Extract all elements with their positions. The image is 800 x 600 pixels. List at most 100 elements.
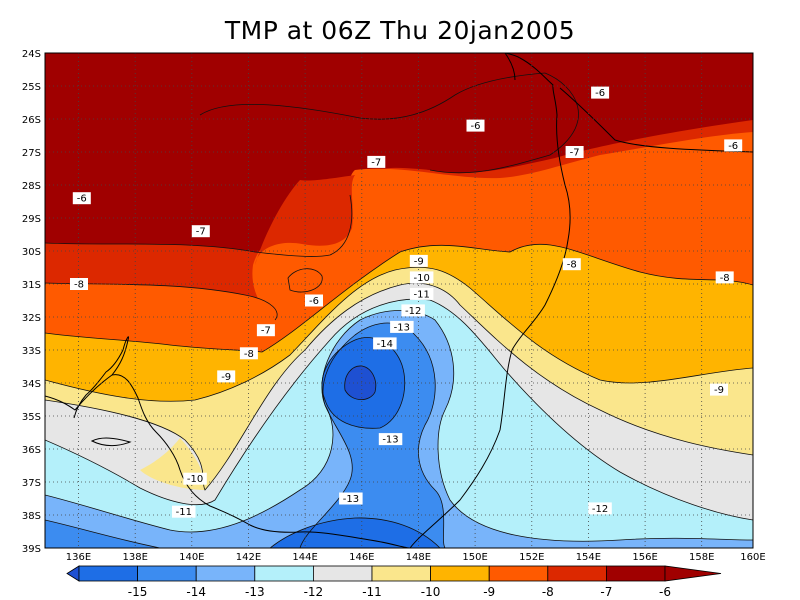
lon-label: 150E: [462, 552, 487, 563]
contour-label: -13: [394, 322, 410, 333]
contour-label: -7: [570, 148, 580, 159]
contour-label: -12: [405, 306, 421, 317]
lon-label: 144E: [292, 552, 317, 563]
lon-label: 154E: [576, 552, 601, 563]
lat-label: 25S: [22, 82, 41, 93]
lon-label: 136E: [66, 552, 91, 563]
contour-label-box: [217, 370, 236, 383]
colorbar-label: -13: [245, 585, 265, 599]
contour-label: -9: [714, 385, 724, 396]
colorbar-segment: [254, 565, 314, 582]
colorbar-label: -6: [659, 585, 671, 599]
colorbar-label: -8: [542, 585, 554, 599]
lat-label: 26S: [22, 115, 41, 126]
band-minus6-inner: [195, 73, 579, 183]
colorbar-label: -9: [483, 585, 495, 599]
colorbar-segment: [547, 565, 607, 582]
contour-label: -12: [592, 504, 608, 515]
colorbar-segment: [78, 565, 138, 582]
colorbar-left-triangle: [66, 565, 80, 582]
lat-label: 27S: [22, 148, 41, 159]
lon-label: 146E: [349, 552, 374, 563]
lat-label: 30S: [22, 247, 41, 258]
lat-label: 33S: [22, 346, 41, 357]
contour-label-box: [401, 304, 425, 317]
colorbar-label: -7: [600, 585, 612, 599]
colorbar-label: -14: [186, 585, 206, 599]
lat-label: 31S: [22, 280, 41, 291]
colorbar-label: -11: [362, 585, 382, 599]
contour-label-box: [373, 337, 397, 350]
lon-label: 142E: [236, 552, 261, 563]
contour-label: -7: [261, 326, 271, 337]
colorbar-segment: [430, 565, 490, 582]
contour-label: -6: [595, 88, 605, 99]
lon-label: 148E: [406, 552, 431, 563]
contour-label-box: [409, 271, 434, 284]
contour-label: -6: [77, 194, 87, 205]
contour-label: -8: [567, 260, 577, 271]
graticule: [45, 53, 753, 548]
contour-label: -8: [244, 349, 254, 360]
colorbar-right-triangle: [664, 565, 722, 582]
contour-label: -6: [309, 296, 319, 307]
colorbar-segment: [312, 565, 373, 582]
latitude-axis: 24S 25S 26S 27S 28S 29S 30S 31S 32S 33S …: [22, 49, 41, 555]
lat-label: 35S: [22, 412, 41, 423]
contour-label-box: [409, 254, 428, 267]
lat-label: 28S: [22, 181, 41, 192]
lat-label: 34S: [22, 379, 41, 390]
lat-label: 38S: [22, 511, 41, 522]
longitude-axis: 136E 138E 140E 142E 144E 146E 148E 150E …: [66, 552, 766, 563]
colorbar-segment: [371, 565, 431, 582]
contour-label: -7: [196, 227, 206, 238]
lon-label: 156E: [632, 552, 657, 563]
contour-label-box: [724, 139, 743, 152]
contour-label: -8: [74, 280, 84, 291]
contour-label-box: [70, 278, 88, 290]
contour-label-box: [72, 192, 91, 205]
band-minus7-lobe: [255, 175, 355, 265]
contour-label: -13: [343, 494, 359, 505]
contour-label: -13: [382, 435, 398, 446]
contour-label: -6: [471, 121, 481, 132]
contour-label-box: [409, 287, 434, 300]
contour-label-box: [239, 347, 258, 360]
band-minus15: [344, 365, 376, 400]
lon-label: 158E: [689, 552, 714, 563]
contour-label-box: [390, 320, 414, 333]
contour-label: -6: [728, 141, 738, 152]
contour-label: -9: [414, 256, 424, 267]
lon-label: 152E: [519, 552, 544, 563]
lon-label: 138E: [122, 552, 147, 563]
contour-label-box: [183, 472, 207, 485]
contour-label: -14: [377, 339, 393, 350]
contour-label: -11: [176, 507, 192, 518]
contour-label-box: [172, 505, 196, 518]
contour-lines: [45, 72, 753, 548]
contour-label: -10: [187, 474, 203, 485]
contour-label-box: [588, 502, 612, 515]
lat-label: 24S: [22, 49, 41, 60]
plot-frame: [44, 52, 754, 549]
lat-label: 37S: [22, 478, 41, 489]
contour-label-box: [339, 492, 363, 505]
lat-label: 32S: [22, 313, 41, 324]
colorbar: -15 -14 -13 -12 -11 -10 -9 -8 -7 -6: [66, 565, 722, 599]
contour-label-box: [367, 155, 386, 168]
contour-labels: -6 -6 -6 -6 -6 -7 -7 -7 -7 -8 -8 -8 -8 -9 -9 -9 -10 -10 -1…: [70, 86, 743, 518]
contour-label-box: [562, 258, 581, 271]
contour-label-box: [378, 433, 403, 446]
lon-label: 160E: [740, 552, 765, 563]
band-minus14: [270, 337, 440, 548]
contour-label: -8: [720, 273, 730, 284]
contour-label: -10: [414, 273, 430, 284]
contour-label-box: [305, 294, 323, 307]
colorbar-segment: [606, 565, 666, 582]
colorbar-label: -15: [128, 585, 148, 599]
colorbar-label: -12: [304, 585, 324, 599]
contour-label-box: [710, 383, 728, 396]
contour-label: -9: [221, 372, 231, 383]
lon-label: 140E: [179, 552, 204, 563]
colorbar-segment: [195, 565, 256, 582]
